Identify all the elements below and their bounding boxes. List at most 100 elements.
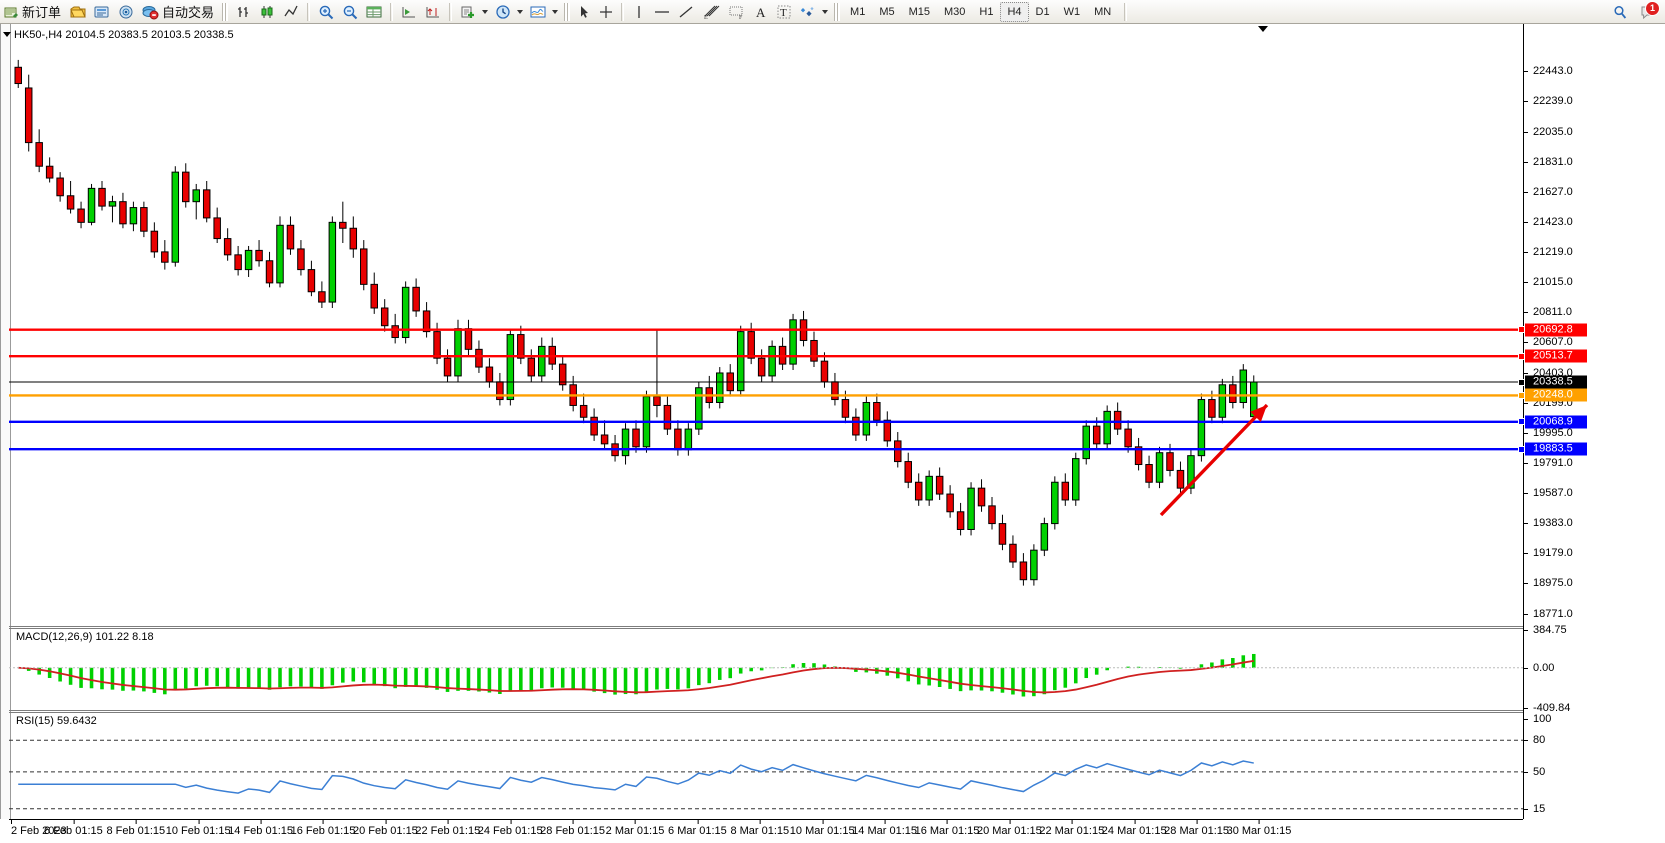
pane-separator-macd-2 — [9, 628, 1523, 629]
price-tick: 19995.0 — [1524, 427, 1573, 439]
crosshair-icon — [598, 4, 614, 20]
rsi-tick: 80 — [1524, 734, 1545, 746]
shapes-button[interactable] — [796, 1, 831, 23]
svg-text:E: E — [704, 15, 708, 20]
add-indicator-icon — [459, 4, 477, 20]
candlestick-chart-button[interactable] — [255, 1, 279, 23]
timeframe-m15[interactable]: M15 — [908, 5, 930, 18]
search-button[interactable] — [1609, 1, 1631, 23]
price-tag-support[interactable]: 19883.5 — [1518, 442, 1587, 456]
rsi-tick: 15 — [1524, 803, 1545, 815]
price-tick: 19587.0 — [1524, 487, 1573, 499]
price-tag-handle[interactable] — [1518, 378, 1525, 386]
price-tag-resistance[interactable]: 20692.8 — [1518, 323, 1587, 337]
zoom-in-button[interactable] — [314, 1, 338, 23]
toolbar-grip-2[interactable] — [564, 2, 571, 21]
price-tick: 21219.0 — [1524, 246, 1573, 258]
auto-scroll-button[interactable] — [397, 1, 421, 23]
macd-series — [9, 653, 1523, 697]
toolbar-grip-3[interactable] — [834, 2, 841, 21]
notifications-button[interactable]: 1 — [1637, 0, 1660, 22]
data-window-button[interactable] — [362, 1, 386, 23]
price-tag-handle[interactable] — [1518, 418, 1525, 426]
price-tag-last-price[interactable]: 20338.5 — [1518, 375, 1587, 389]
price-tag-support[interactable]: 20068.9 — [1518, 415, 1587, 429]
price-tag-pivot[interactable]: 20248.0 — [1518, 388, 1587, 402]
price-tick: 21423.0 — [1524, 216, 1573, 228]
price-tick: 22239.0 — [1524, 95, 1573, 107]
templates-button[interactable] — [526, 1, 561, 23]
time-label: 30 Mar 01:15 — [1226, 819, 1292, 837]
signals-button[interactable] — [114, 1, 138, 23]
auto-scroll-icon — [400, 4, 418, 20]
hline-icon — [653, 4, 671, 20]
text-label-button[interactable]: T — [772, 1, 796, 23]
chevron-down-icon[interactable] — [552, 9, 559, 14]
chart-shift-button[interactable] — [421, 1, 445, 23]
time-label: 22 Feb 01:15 — [415, 819, 481, 837]
toolbar-grip[interactable] — [222, 2, 229, 21]
text-button[interactable]: A — [750, 1, 772, 23]
price-tick: 20607.0 — [1524, 336, 1573, 348]
chart-menu-caret-icon[interactable] — [3, 32, 11, 37]
main-toolbar: 新订单 — [0, 0, 1665, 24]
zoom-out-button[interactable] — [338, 1, 362, 23]
folder-button[interactable] — [66, 1, 90, 23]
crosshair-button[interactable] — [595, 1, 617, 23]
timeframe-m5[interactable]: M5 — [879, 5, 895, 18]
period-button[interactable] — [491, 1, 526, 23]
chevron-down-icon[interactable] — [482, 9, 489, 14]
svg-text:T: T — [780, 7, 787, 19]
price-tag-handle[interactable] — [1518, 352, 1525, 360]
price-axis[interactable]: 22443.0 22239.0 22035.0 21831.0 21627.0 21423… — [1518, 24, 1665, 819]
price-tick: 18975.0 — [1524, 577, 1573, 589]
price-tick: 20811.0 — [1524, 306, 1572, 318]
data-window-icon — [365, 4, 383, 20]
timeframe-w1[interactable]: W1 — [1063, 5, 1081, 18]
rsi-tick: 100 — [1524, 713, 1551, 725]
horizontal-line-button[interactable] — [650, 1, 674, 23]
candlestick-chart-icon — [258, 4, 276, 20]
chart-shift-marker[interactable] — [1258, 26, 1268, 32]
price-tick: 21831.0 — [1524, 156, 1573, 168]
price-tag-handle[interactable] — [1518, 391, 1525, 399]
price-tag-handle[interactable] — [1518, 445, 1525, 453]
price-tag-handle[interactable] — [1518, 326, 1525, 334]
chart-window[interactable]: HK50-,H4 20104.5 20383.5 20103.5 20338.5… — [0, 24, 1665, 843]
chevron-down-icon[interactable] — [517, 9, 524, 14]
timeframe-h4[interactable]: H4 — [1000, 1, 1029, 22]
macd-tick: 0.00 — [1524, 662, 1554, 674]
vertical-line-button[interactable] — [628, 1, 650, 23]
chevron-down-icon[interactable] — [822, 9, 829, 14]
line-chart-button[interactable] — [279, 1, 303, 23]
price-tag-resistance[interactable]: 20513.7 — [1518, 349, 1587, 363]
rsi-series — [9, 739, 1523, 810]
folder-icon — [69, 4, 87, 20]
equidistant-channel-button[interactable]: F — [724, 1, 750, 23]
fibonacci-button[interactable]: E — [698, 1, 724, 23]
terminal-button[interactable] — [90, 1, 114, 23]
new-order-button[interactable]: 新订单 — [0, 1, 66, 23]
timeframe-d1[interactable]: D1 — [1035, 5, 1050, 18]
autotrade-label: 自动交易 — [162, 5, 215, 20]
zoom-in-icon — [317, 4, 335, 20]
autotrade-button[interactable]: 自动交易 — [138, 1, 219, 23]
macd-tick: 384.75 — [1524, 624, 1567, 636]
time-label: 10 Mar 01:15 — [789, 819, 855, 837]
timeframe-h1[interactable]: H1 — [979, 5, 994, 18]
time-label: 8 Feb 01:15 — [106, 819, 166, 837]
chart-canvas[interactable] — [9, 24, 1523, 819]
trend-arrow-annotation — [1159, 403, 1269, 517]
trendline-button[interactable] — [674, 1, 698, 23]
timeframe-m30[interactable]: M30 — [944, 5, 966, 18]
time-label: 20 Mar 01:15 — [976, 819, 1042, 837]
add-indicator-button[interactable] — [456, 1, 491, 23]
search-icon — [1612, 4, 1628, 20]
cursor-button[interactable] — [573, 1, 595, 23]
timeframe-mn[interactable]: MN — [1094, 5, 1112, 18]
timeframe-m1[interactable]: M1 — [850, 5, 866, 18]
bar-chart-button[interactable] — [231, 1, 255, 23]
new-order-label: 新订单 — [22, 5, 62, 20]
time-axis[interactable]: 2 Feb 2023 6 Feb 01:15 8 Feb 01:15 10 Feb 0… — [9, 819, 1523, 843]
time-label: 24 Mar 01:15 — [1101, 819, 1167, 837]
